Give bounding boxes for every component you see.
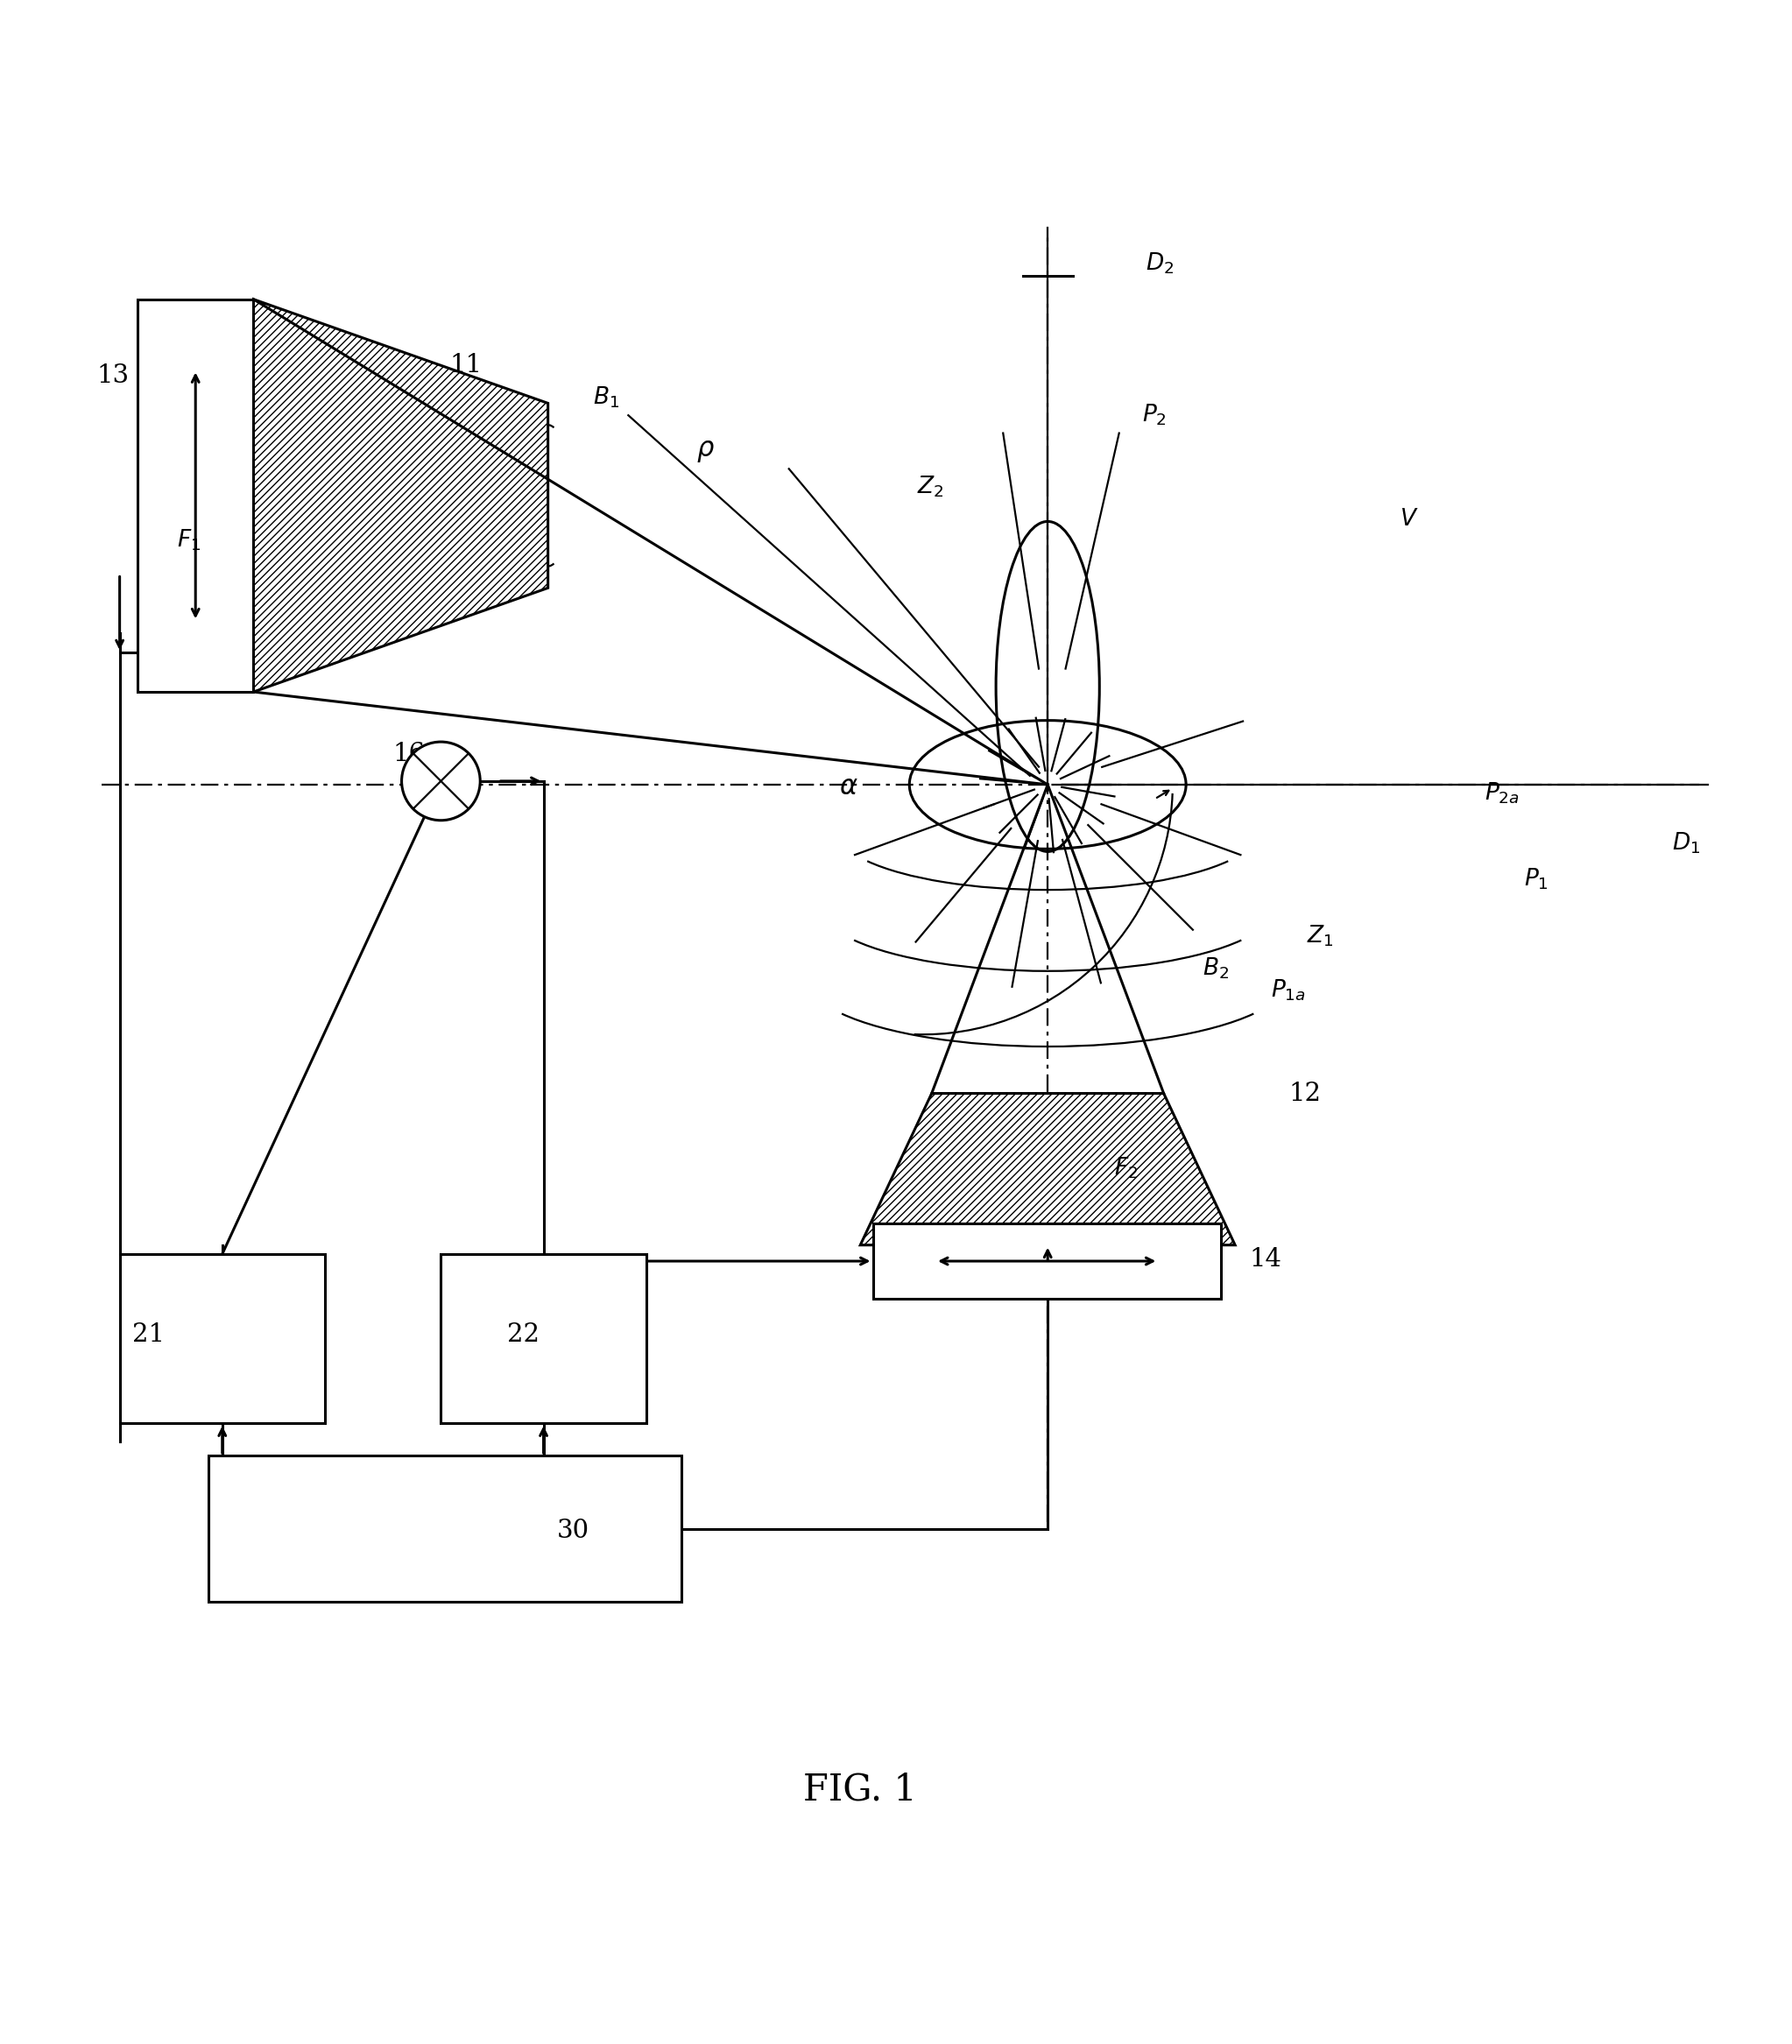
Text: 30: 30 xyxy=(557,1519,590,1543)
Text: FIG. 1: FIG. 1 xyxy=(803,1770,918,1807)
Text: 11: 11 xyxy=(450,354,482,378)
Text: $\alpha$: $\alpha$ xyxy=(839,773,858,799)
Bar xyxy=(138,298,253,691)
Text: $P_1$: $P_1$ xyxy=(1525,867,1548,891)
Text: $B_1$: $B_1$ xyxy=(593,384,618,411)
Text: $Z_1$: $Z_1$ xyxy=(1306,924,1333,948)
Text: $P_2$: $P_2$ xyxy=(1142,403,1167,427)
Bar xyxy=(120,1253,324,1423)
Text: 16: 16 xyxy=(392,742,425,766)
Text: $V$: $V$ xyxy=(1400,507,1417,529)
Text: $D_2$: $D_2$ xyxy=(1145,251,1174,276)
Text: $\rho$: $\rho$ xyxy=(695,437,715,464)
Text: $F_2$: $F_2$ xyxy=(1115,1155,1138,1181)
Polygon shape xyxy=(860,1094,1235,1245)
Text: 14: 14 xyxy=(1249,1247,1281,1271)
Polygon shape xyxy=(253,298,548,691)
Text: 21: 21 xyxy=(133,1322,165,1347)
Text: $D_1$: $D_1$ xyxy=(1672,832,1701,856)
Text: 12: 12 xyxy=(1288,1081,1321,1106)
Text: $Z_2$: $Z_2$ xyxy=(918,474,944,499)
Text: $P_{2a}$: $P_{2a}$ xyxy=(1486,781,1520,805)
Text: $B_2$: $B_2$ xyxy=(1202,957,1229,981)
Text: 22: 22 xyxy=(507,1322,539,1347)
Bar xyxy=(873,1224,1220,1298)
Circle shape xyxy=(401,742,480,820)
Text: $P_{1a}$: $P_{1a}$ xyxy=(1271,977,1306,1002)
Bar xyxy=(210,1455,681,1602)
Bar xyxy=(441,1253,647,1423)
Text: $F_1$: $F_1$ xyxy=(177,527,201,552)
Text: 13: 13 xyxy=(97,364,129,388)
